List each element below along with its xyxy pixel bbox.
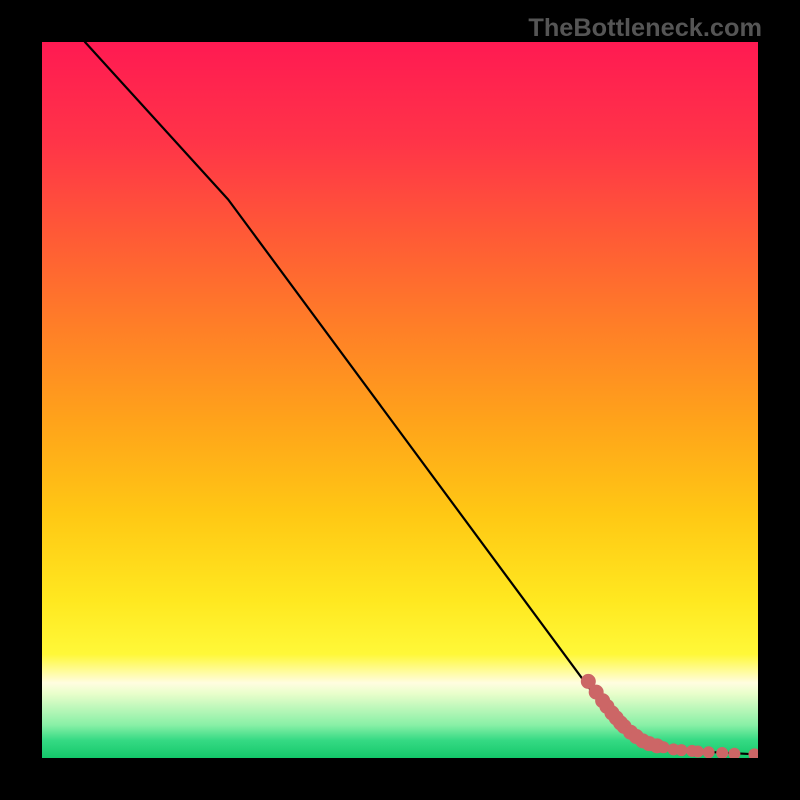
gradient-background: [42, 42, 758, 758]
plot-area: [42, 42, 758, 758]
data-marker: [658, 742, 669, 753]
chart-canvas: TheBottleneck.com: [0, 0, 800, 800]
data-marker: [717, 747, 728, 758]
data-marker: [676, 745, 687, 756]
data-marker: [729, 748, 740, 758]
data-marker: [749, 749, 758, 758]
watermark-text: TheBottleneck.com: [528, 14, 762, 43]
plot-svg: [42, 42, 758, 758]
data-marker: [692, 746, 703, 757]
data-marker: [703, 747, 714, 758]
